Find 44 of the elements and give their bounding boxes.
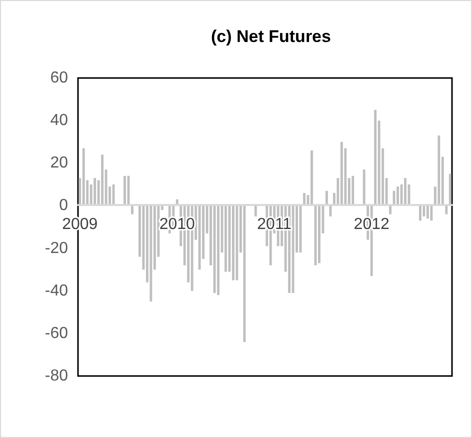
bar [198,206,201,270]
bar [131,206,134,214]
y-tick-label: -20 [44,240,68,257]
bar [448,174,452,206]
bar [426,206,429,218]
y-tick-label: -60 [44,324,68,342]
bar [422,206,426,216]
y-tick-label: -40 [44,282,68,300]
x-tick-label: 2012 [354,216,390,234]
bar [310,150,313,206]
bar [150,206,152,302]
bar [445,206,448,214]
bar [329,206,332,216]
x-tick-label: 2010 [159,216,196,234]
bar [318,206,320,264]
bar [418,206,422,221]
bar [236,206,238,280]
bar [232,206,234,280]
y-tick-label: 0 [59,197,68,214]
bar [101,154,104,206]
bar [254,206,257,216]
bar [404,178,406,206]
bar [438,135,440,206]
chart-title: (c) Net Futures [211,27,331,46]
bar [389,206,392,214]
bar [374,110,377,206]
y-tick-label: 40 [50,112,68,130]
bar [224,206,227,272]
bar [124,176,126,206]
y-tick-label: 20 [50,154,68,172]
y-tick-label: -80 [44,368,68,384]
bar [362,170,366,206]
bar [325,190,328,206]
x-tick-label: 2011 [257,216,292,234]
bar [396,186,399,206]
bar [243,206,246,342]
bar [82,148,85,206]
bar [340,142,343,206]
bar [292,206,294,293]
bar [352,176,354,206]
y-tick-label: 60 [50,70,68,86]
bar [430,206,433,221]
bar [94,178,96,206]
bar [217,206,220,296]
